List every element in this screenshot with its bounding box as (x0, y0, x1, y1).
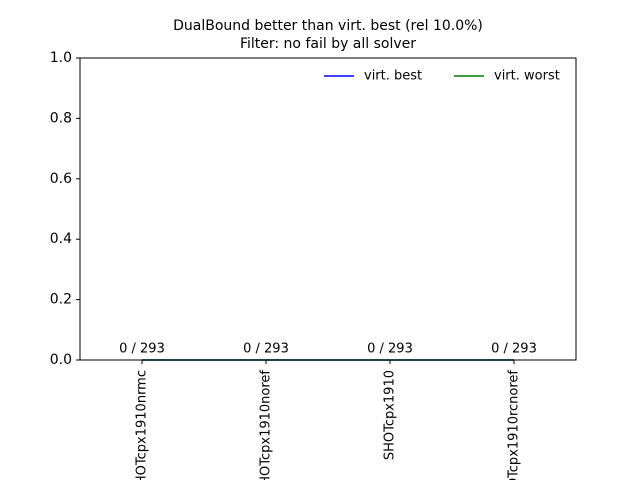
value-label: 0 / 293 (119, 342, 165, 357)
x-tick-label: SHOTcpx1910rcnoref (507, 370, 522, 480)
legend-label: virt. worst (494, 69, 560, 84)
chart-title: DualBound better than virt. best (rel 10… (173, 18, 483, 34)
y-tick-label: 0.2 (50, 292, 72, 308)
legend-label: virt. best (364, 69, 422, 84)
plot-frame (79, 57, 577, 361)
value-label: 0 / 293 (243, 342, 289, 357)
y-tick-label: 1.0 (50, 50, 72, 66)
y-tick-label: 0.8 (50, 110, 72, 126)
value-label: 0 / 293 (367, 342, 413, 357)
x-tick-label: SHOTcpx1910 (383, 370, 398, 460)
y-tick-label: 0.4 (50, 231, 72, 247)
x-tick-label: SHOTcpx1910nrmc (135, 370, 150, 480)
y-tick-label: 0.6 (50, 171, 72, 187)
x-tick-label: SHOTcpx1910noref (259, 370, 274, 480)
y-tick-label: 0.0 (50, 352, 72, 368)
value-label: 0 / 293 (491, 342, 537, 357)
chart-subtitle: Filter: no fail by all solver (240, 36, 416, 52)
